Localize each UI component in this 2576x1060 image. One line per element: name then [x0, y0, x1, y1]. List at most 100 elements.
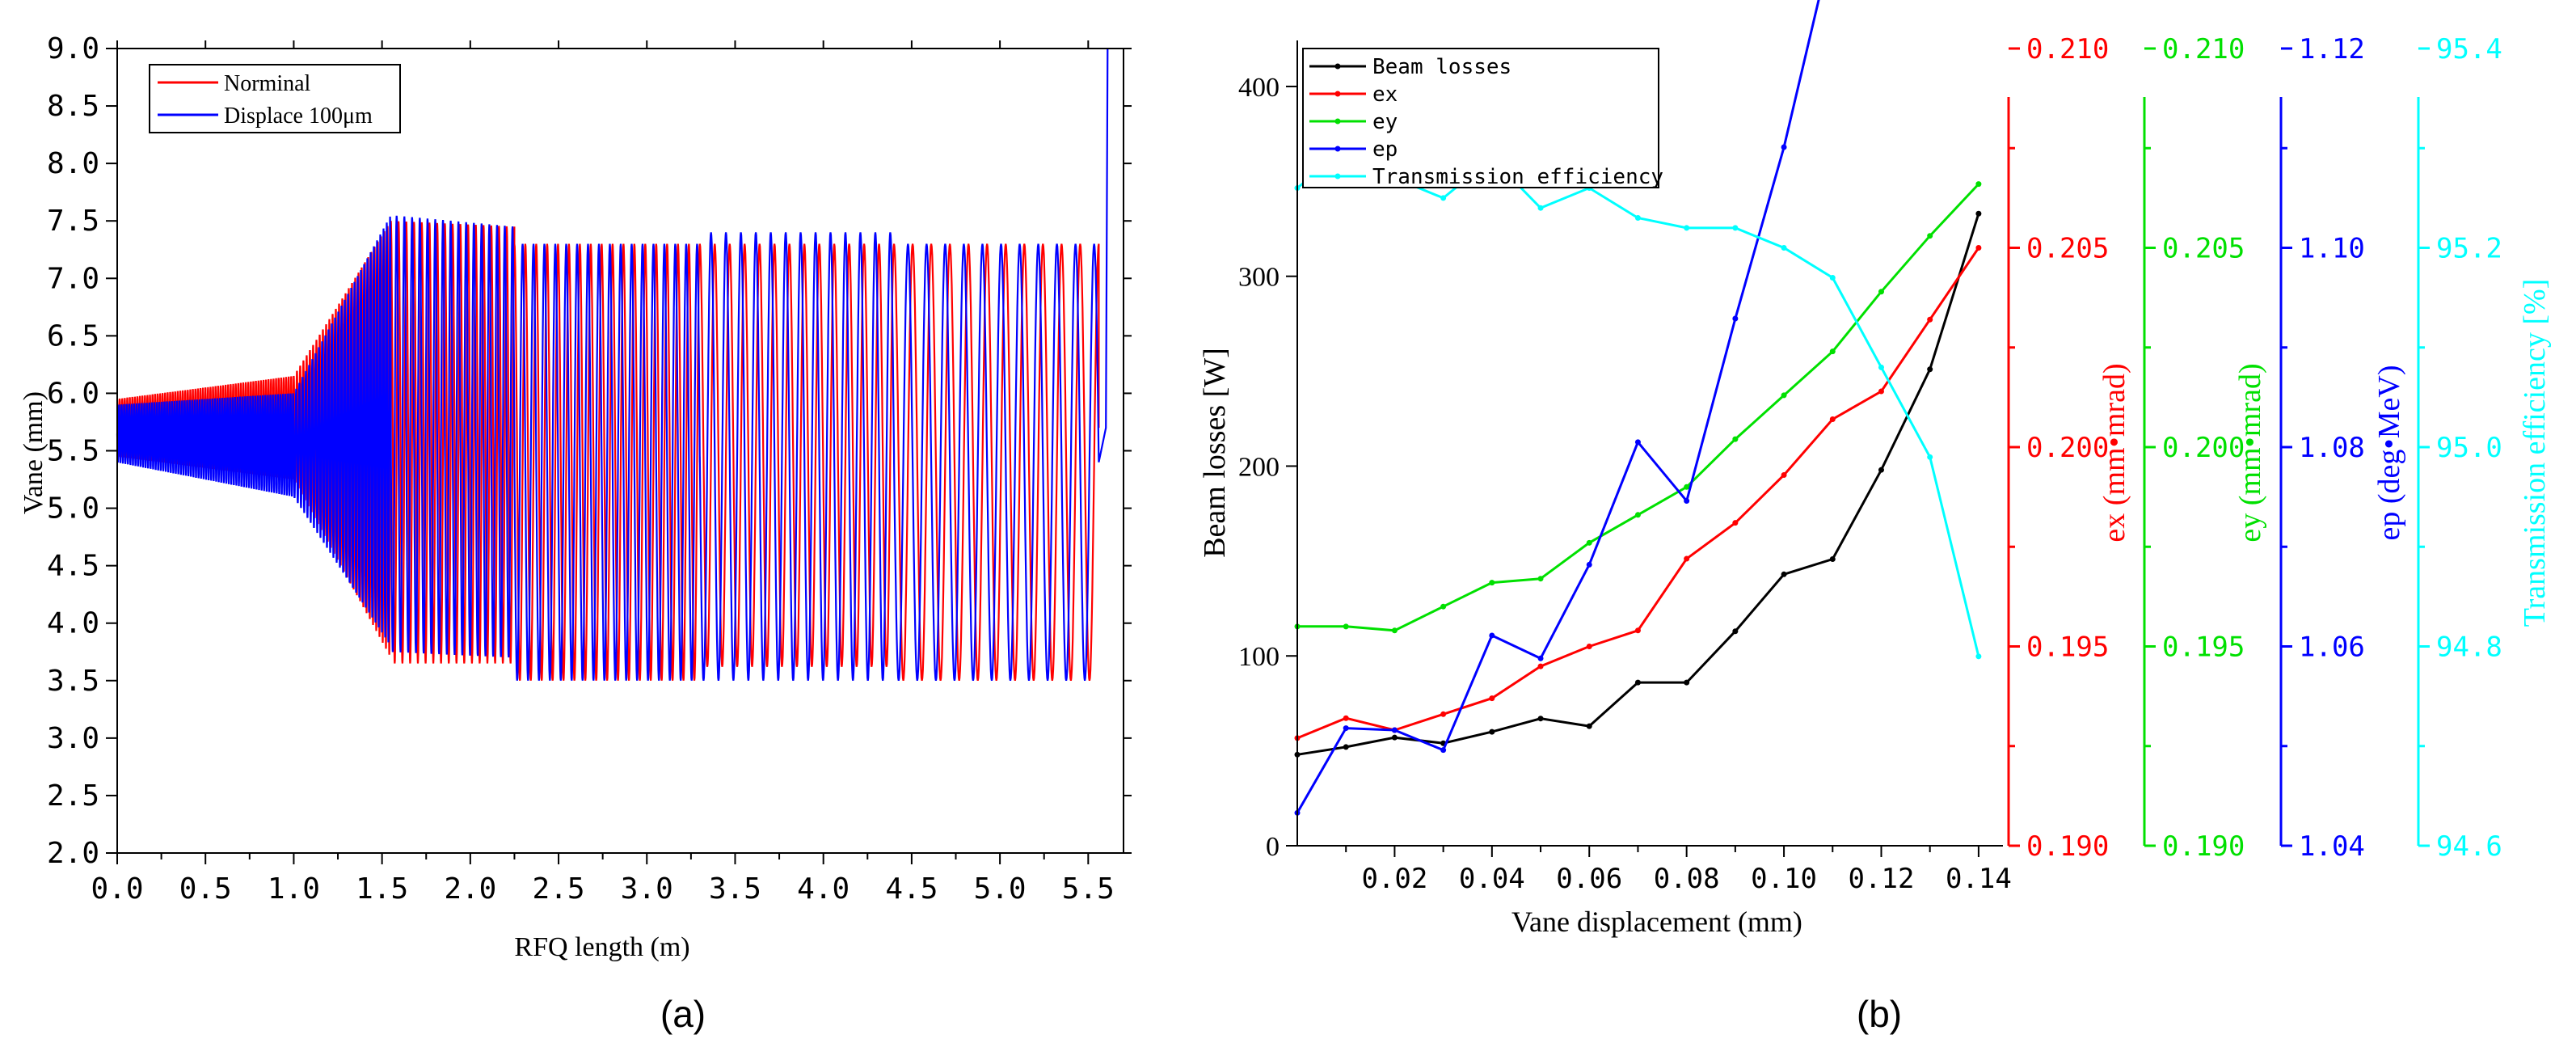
series-point-beam-losses — [1537, 716, 1544, 722]
y-label-ex: ex (mm•mrad) — [2097, 363, 2131, 542]
legend-label-transmission-efficiency: Transmission efficiency — [1372, 165, 1663, 189]
series-point-ey — [1732, 436, 1739, 442]
y-tick-label-ex: 0.205 — [2026, 233, 2109, 265]
series-point-ey — [1537, 576, 1544, 582]
x-tick-label: 4.5 — [885, 872, 938, 906]
y-tick-label-ey: 0.190 — [2162, 830, 2245, 863]
series-point-ex — [1732, 520, 1739, 526]
series-point-ep — [1634, 439, 1641, 446]
series-point-ex — [1829, 416, 1836, 422]
y-tick-label: 5.0 — [47, 492, 99, 526]
y-tick-label-ex: 0.190 — [2026, 830, 2109, 863]
y-tick-label-beam-losses: 100 — [1238, 642, 1280, 672]
panel-a-axes: 0.0 0.5 1.0 1.5 2.0 2.5 3.0 3.5 4.0 4.5 5.0 5.5 2.0 2… — [47, 32, 1132, 906]
series-point-transmission-efficiency — [1684, 225, 1690, 231]
x-tick-label: 0.0 — [91, 872, 143, 906]
y-tick-label: 8.5 — [47, 90, 99, 123]
x-tick-label: 2.5 — [533, 872, 585, 906]
series-point-ey — [1927, 233, 1933, 239]
y-tick-label-ep: 1.10 — [2299, 233, 2365, 265]
series-point-transmission-efficiency — [1781, 245, 1787, 251]
y-tick-label: 3.0 — [47, 722, 99, 755]
series-point-beam-losses — [1878, 467, 1884, 473]
x-tick-label: 0.12 — [1849, 863, 1915, 895]
series-point-ep — [1343, 725, 1349, 732]
y-tick-label-ey: 0.210 — [2162, 33, 2245, 65]
series-point-ey — [1391, 627, 1398, 634]
y-label-ey: ey (mm•mrad) — [2233, 363, 2267, 542]
panel-a-legend: Norminal Displace 100μm — [149, 64, 401, 133]
y-tick-label-beam-losses: 200 — [1238, 452, 1280, 482]
x-tick-label: 0.10 — [1751, 863, 1817, 895]
x-tick-label: 5.5 — [1062, 872, 1115, 906]
series-point-ey — [1781, 392, 1787, 399]
legend-label-beam-losses: Beam losses — [1372, 55, 1511, 79]
y-tick-label-transmission: 95.2 — [2436, 233, 2502, 265]
legend-label-displace: Displace 100μm — [224, 103, 373, 129]
y-tick-label: 2.0 — [47, 837, 99, 870]
y-tick-label-transmission: 95.0 — [2436, 432, 2502, 464]
y-tick-label-beam-losses: 400 — [1238, 73, 1280, 103]
y-tick-label: 8.0 — [47, 147, 99, 180]
series-point-transmission-efficiency — [1537, 205, 1544, 211]
panel-a-xlabel: RFQ length (m) — [514, 932, 689, 962]
legend-label-ey: ey — [1372, 110, 1398, 134]
series-point-transmission-efficiency — [1878, 364, 1884, 370]
panel-a-label: (a) — [660, 993, 706, 1035]
series-point-ex — [1537, 663, 1544, 669]
series-point-beam-losses — [1684, 679, 1690, 686]
series-point-ex — [1878, 388, 1884, 395]
y-tick-label: 2.5 — [47, 779, 99, 813]
y-tick-label-ey: 0.200 — [2162, 432, 2245, 464]
x-tick-label: 0.5 — [179, 872, 232, 906]
series-point-ex — [1586, 644, 1592, 649]
panel-a-ylabel: Vane (mm) — [19, 391, 48, 514]
series-point-beam-losses — [1586, 723, 1592, 729]
y-tick-label-ep: 1.08 — [2299, 432, 2365, 464]
y-tick-label-ex: 0.195 — [2026, 631, 2109, 664]
series-line-transmission-efficiency — [1296, 146, 1980, 657]
y-tick-label-ex: 0.210 — [2026, 33, 2109, 65]
series-point-beam-losses — [1391, 734, 1398, 741]
legend-marker-ey — [1334, 118, 1341, 125]
series-point-transmission-efficiency — [1927, 454, 1933, 460]
y-tick-label-transmission: 95.4 — [2436, 33, 2502, 65]
legend-box — [1302, 48, 1659, 188]
series-point-beam-losses — [1829, 556, 1836, 563]
y-tick-label-ey: 0.195 — [2162, 631, 2245, 664]
x-tick-label: 4.0 — [797, 872, 850, 906]
y-label-transmission: Transmission efficiency [%] — [2518, 279, 2552, 627]
series-point-ex — [1489, 695, 1495, 702]
y-tick-label-beam-losses: 300 — [1238, 263, 1280, 293]
series-point-ex — [1684, 555, 1690, 562]
series-point-beam-losses — [1781, 571, 1787, 577]
y-tick-label-ep: 1.12 — [2299, 33, 2365, 65]
series-point-transmission-efficiency — [1732, 225, 1739, 231]
series-point-beam-losses — [1927, 366, 1933, 373]
series-point-beam-losses — [1634, 679, 1641, 686]
y-tick-label: 3.5 — [47, 665, 99, 698]
series-point-ex — [1634, 627, 1641, 634]
series-point-transmission-efficiency — [1829, 274, 1836, 281]
series-point-ey — [1684, 484, 1690, 490]
y-tick-label-ey: 0.205 — [2162, 233, 2245, 265]
series-point-ep — [1537, 655, 1544, 661]
x-tick-label: 0.04 — [1459, 863, 1525, 895]
panel-a-series — [116, 48, 1109, 681]
series-line-ey — [1297, 183, 1979, 632]
legend-marker-beam-losses — [1334, 63, 1341, 70]
series-point-ep — [1684, 498, 1690, 505]
series-point-transmission-efficiency — [1975, 653, 1982, 660]
y-tick-label: 6.0 — [47, 377, 99, 410]
y-tick-label: 6.5 — [47, 319, 99, 353]
y-tick-label: 4.0 — [47, 607, 99, 640]
x-tick-label: 2.0 — [444, 872, 496, 906]
series-point-ey — [1878, 289, 1884, 295]
y-tick-label: 5.5 — [47, 435, 99, 468]
legend-label-ep: ep — [1372, 137, 1398, 162]
x-tick-label: 0.02 — [1361, 863, 1427, 895]
x-tick-label: 0.06 — [1556, 863, 1622, 895]
series-point-ep — [1440, 747, 1447, 754]
panel-a: 0.0 0.5 1.0 1.5 2.0 2.5 3.0 3.5 4.0 4.5 5.0 5.5 2.0 2… — [19, 32, 1132, 1035]
